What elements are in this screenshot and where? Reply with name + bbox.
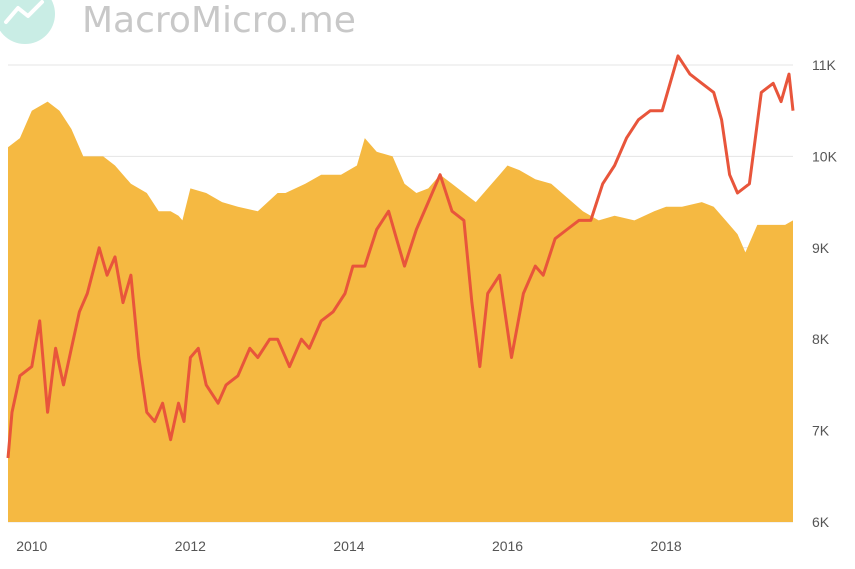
x-tick-label: 2014 bbox=[333, 538, 364, 554]
series-area bbox=[8, 101, 793, 522]
series-line bbox=[6, 54, 795, 459]
y-tick-label: 9K bbox=[812, 240, 830, 256]
x-tick-label: 2010 bbox=[16, 538, 47, 554]
y-tick-label: 10K bbox=[812, 148, 838, 164]
watermark-text: MacroMicro.me bbox=[82, 0, 356, 41]
y-tick-label: 11K bbox=[812, 57, 837, 73]
x-tick-label: 2012 bbox=[175, 538, 206, 554]
x-axis-ticks: 2010 2012 2014 2016 2018 bbox=[16, 538, 682, 554]
x-tick-label: 2016 bbox=[492, 538, 523, 554]
y-tick-label: 7K bbox=[812, 423, 830, 439]
y-tick-label: 8K bbox=[812, 331, 830, 347]
y-tick-label: 6K bbox=[812, 514, 830, 530]
macromicro-logo-icon bbox=[0, 0, 55, 44]
watermark: MacroMicro.me bbox=[0, 0, 356, 44]
x-tick-label: 2018 bbox=[651, 538, 682, 554]
y-axis-ticks: 6K 7K 8K 9K 10K 11K bbox=[812, 57, 838, 530]
